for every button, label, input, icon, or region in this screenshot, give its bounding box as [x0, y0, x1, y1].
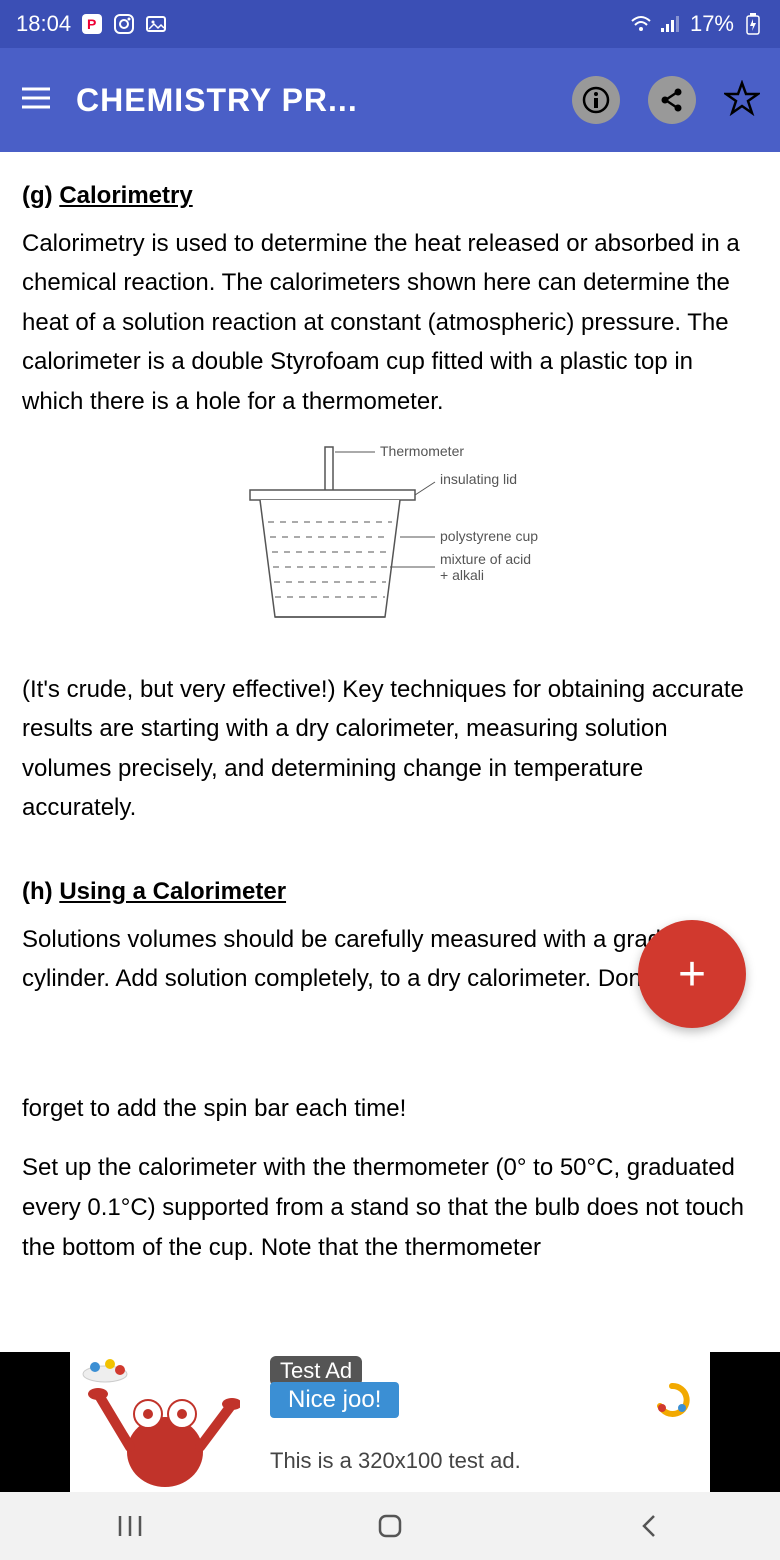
ad-character-icon: [70, 1352, 240, 1492]
paragraph-5: Set up the calorimeter with the thermome…: [22, 1148, 758, 1267]
status-right: 17%: [630, 11, 764, 37]
svg-text:P: P: [87, 16, 96, 32]
app-bar: CHEMISTRY PR...: [0, 48, 780, 152]
add-fab[interactable]: +: [638, 920, 746, 1028]
info-button[interactable]: [572, 76, 620, 124]
label-mixture-2: + alkali: [440, 567, 484, 583]
hamburger-icon: [20, 82, 52, 114]
ad-ribbon: Nice joo!: [270, 1382, 399, 1418]
back-icon: [636, 1512, 664, 1540]
battery-charge-icon: [742, 13, 764, 35]
label-thermometer: Thermometer: [380, 443, 464, 459]
status-time: 18:04: [16, 11, 71, 37]
calorimeter-diagram: Thermometer insulating lid polystyrene c…: [22, 442, 758, 642]
section-g-heading: (g) Calorimetry: [22, 176, 758, 216]
ad-text: This is a 320x100 test ad.: [270, 1448, 521, 1474]
calorimeter-svg: Thermometer insulating lid polystyrene c…: [210, 442, 570, 642]
favorite-button[interactable]: [724, 80, 760, 121]
ad-banner[interactable]: Test Ad Nice joo! This is a 320x100 test…: [0, 1352, 780, 1492]
info-icon: [582, 86, 610, 114]
status-bar: 18:04 P 17%: [0, 0, 780, 48]
image-icon: [145, 13, 167, 35]
ad-content: Test Ad Nice joo! This is a 320x100 test…: [70, 1352, 710, 1492]
ad-logo-icon: [654, 1382, 690, 1423]
paragraph-4: forget to add the spin bar each time!: [22, 1089, 758, 1129]
recents-button[interactable]: [110, 1506, 150, 1546]
wifi-icon: [630, 13, 652, 35]
section-g-prefix: (g): [22, 182, 59, 209]
share-icon: [658, 86, 686, 114]
menu-button[interactable]: [20, 82, 52, 119]
plus-icon: +: [678, 947, 706, 1002]
label-cup: polystyrene cup: [440, 528, 538, 544]
paragraph-2: (It's crude, but very effective!) Key te…: [22, 670, 758, 828]
home-button[interactable]: [370, 1506, 410, 1546]
section-h-heading: (h) Using a Calorimeter: [22, 872, 758, 912]
paragraph-1: Calorimetry is used to determine the hea…: [22, 224, 758, 422]
system-nav-bar: [0, 1492, 780, 1560]
page-title: CHEMISTRY PR...: [76, 82, 548, 119]
label-lid: insulating lid: [440, 471, 517, 487]
section-g-title: Calorimetry: [59, 182, 192, 209]
recents-icon: [116, 1512, 144, 1540]
label-mixture-1: mixture of acid: [440, 551, 531, 567]
battery-percent: 17%: [690, 11, 734, 37]
p-icon: P: [81, 13, 103, 35]
home-icon: [376, 1512, 404, 1540]
star-icon: [724, 80, 760, 116]
status-left: 18:04 P: [16, 11, 167, 37]
instagram-icon: [113, 13, 135, 35]
content-area[interactable]: (g) Calorimetry Calorimetry is used to d…: [0, 152, 780, 1352]
back-button[interactable]: [630, 1506, 670, 1546]
section-h-title: Using a Calorimeter: [59, 878, 286, 905]
signal-icon: [660, 13, 682, 35]
share-button[interactable]: [648, 76, 696, 124]
section-h-prefix: (h): [22, 878, 59, 905]
app-bar-actions: [572, 76, 760, 124]
